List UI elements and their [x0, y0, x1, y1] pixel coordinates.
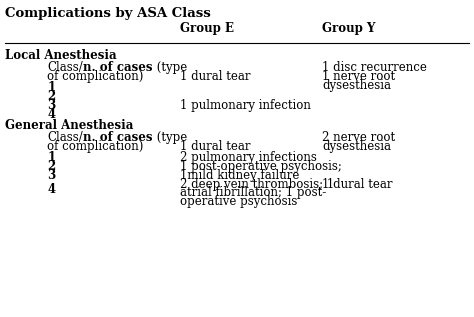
- Text: 2: 2: [47, 160, 55, 173]
- Text: operative psychosis: operative psychosis: [180, 195, 298, 208]
- Text: 4: 4: [47, 108, 55, 121]
- Text: 1 disc recurrence: 1 disc recurrence: [322, 61, 427, 74]
- Text: General Anesthesia: General Anesthesia: [5, 119, 133, 132]
- Text: 1 dural tear: 1 dural tear: [322, 178, 393, 191]
- Text: n. of cases: n. of cases: [83, 61, 153, 74]
- Text: 1: 1: [47, 81, 55, 94]
- Text: of complication): of complication): [47, 140, 144, 153]
- Text: 2: 2: [47, 90, 55, 103]
- Text: 2 nerve root: 2 nerve root: [322, 131, 395, 144]
- Text: 4: 4: [47, 183, 55, 196]
- Text: dysesthesia: dysesthesia: [322, 79, 392, 92]
- Text: (type: (type: [153, 131, 187, 144]
- Text: 2 deep vein thrombosis; 1: 2 deep vein thrombosis; 1: [180, 178, 334, 191]
- Text: n. of cases: n. of cases: [83, 131, 153, 144]
- Text: 1 dural tear: 1 dural tear: [180, 140, 251, 153]
- Text: Complications by ASA Class: Complications by ASA Class: [5, 7, 210, 20]
- Text: Group E: Group E: [180, 22, 234, 35]
- Text: Local Anesthesia: Local Anesthesia: [5, 49, 116, 62]
- Text: of complication): of complication): [47, 70, 144, 83]
- Text: 1 pulmonary infection: 1 pulmonary infection: [180, 99, 311, 112]
- Text: 1: 1: [47, 151, 55, 164]
- Text: (type: (type: [153, 61, 187, 74]
- Text: 2 pulmonary infections: 2 pulmonary infections: [180, 151, 317, 164]
- Text: dysesthesia: dysesthesia: [322, 140, 392, 153]
- Text: 3: 3: [47, 99, 55, 112]
- Text: Class/: Class/: [47, 131, 83, 144]
- Text: atrial fibrillation; 1 post-: atrial fibrillation; 1 post-: [180, 186, 327, 199]
- Text: Group Y: Group Y: [322, 22, 376, 35]
- Text: 1 nerve root: 1 nerve root: [322, 70, 395, 83]
- Text: 1 dural tear: 1 dural tear: [180, 70, 251, 83]
- Text: 1 post-operative psychosis;: 1 post-operative psychosis;: [180, 160, 342, 173]
- Text: 3: 3: [47, 169, 55, 182]
- Text: Class/: Class/: [47, 61, 83, 74]
- Text: 1mild kidney failure: 1mild kidney failure: [180, 169, 300, 182]
